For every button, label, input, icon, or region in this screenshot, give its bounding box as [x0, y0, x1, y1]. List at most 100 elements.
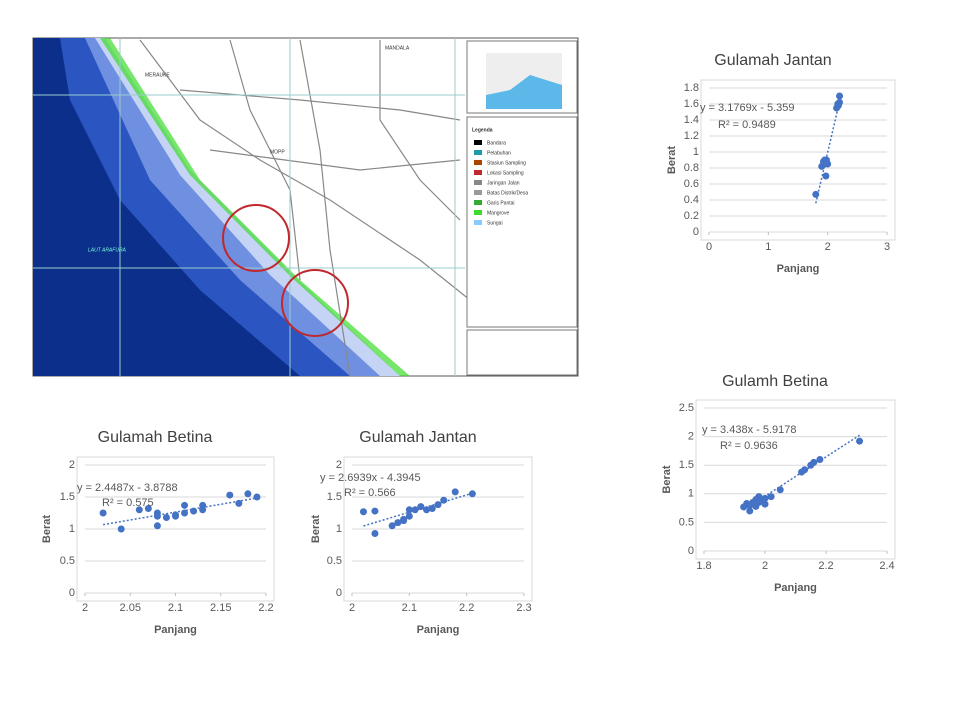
y-tick-label: 2: [688, 431, 694, 443]
y-axis-label: Berat: [666, 146, 678, 174]
x-axis-label: Panjang: [417, 624, 460, 636]
y-tick-label: 2: [336, 459, 342, 471]
data-point: [824, 160, 832, 168]
data-point: [400, 515, 408, 523]
data-point: [394, 519, 402, 527]
legend-swatch: [474, 150, 482, 155]
legend-swatch: [474, 190, 482, 195]
y-axis-label: Berat: [310, 515, 322, 543]
plot-frame: [76, 456, 275, 602]
data-point: [190, 507, 198, 515]
legend-title: Legenda: [472, 127, 493, 133]
trendline-equation: y = 2.6939x - 4.3945: [320, 472, 421, 484]
data-point: [746, 507, 754, 515]
map-label: MOPP: [270, 149, 285, 155]
data-point: [199, 501, 207, 509]
mangrove: [100, 38, 410, 376]
data-point: [761, 494, 769, 502]
sampling-circle: [281, 269, 349, 337]
data-point: [226, 491, 234, 499]
data-point: [428, 505, 436, 513]
data-point: [253, 493, 261, 501]
x-tick-label: 2.15: [210, 602, 231, 614]
y-tick-label: 1.4: [684, 114, 699, 126]
trendline-equation: y = 3.1769x - 5.359: [700, 102, 794, 114]
legend-label: Garis Pantai: [487, 200, 515, 206]
x-tick-label: 2: [82, 602, 88, 614]
x-tick-label: 3: [884, 241, 890, 253]
y-tick-label: 0.6: [684, 178, 699, 190]
map-label: MERAUKE: [145, 72, 170, 78]
data-point: [153, 522, 161, 530]
y-tick-label: 0.4: [684, 194, 699, 206]
trendline-equation: y = 3.438x - 5.9178: [702, 424, 796, 436]
data-point: [423, 506, 431, 514]
y-axis-label: Berat: [41, 515, 53, 543]
x-tick-label: 2: [349, 602, 355, 614]
data-point: [468, 490, 476, 498]
data-point: [816, 455, 824, 463]
data-point: [388, 522, 396, 530]
data-point: [411, 506, 419, 514]
data-point: [162, 513, 170, 521]
x-axis-label: Panjang: [154, 624, 197, 636]
y-tick-label: 0.2: [684, 210, 699, 222]
legend-label: Pelabuhan: [487, 150, 511, 156]
data-point: [181, 501, 189, 509]
y-tick-label: 0: [336, 587, 342, 599]
y-tick-label: 1.5: [679, 459, 694, 471]
data-point: [812, 190, 820, 198]
trendline-equation: y = 2.4487x - 3.8788: [77, 482, 178, 494]
y-tick-label: 0: [693, 226, 699, 238]
x-tick-label: 1.8: [696, 560, 711, 572]
x-tick-label: 1: [765, 241, 771, 253]
sampling-circle: [222, 204, 290, 272]
legend-label: Stasiun Sampling: [487, 160, 526, 166]
legend-label: Jaringan Jalan: [487, 180, 520, 186]
data-point: [836, 92, 844, 100]
r-squared: R² = 0.575: [102, 497, 154, 509]
x-tick-label: 2.1: [402, 602, 417, 614]
r-squared: R² = 0.9489: [718, 119, 776, 131]
x-tick-label: 2.4: [879, 560, 894, 572]
data-point: [776, 486, 784, 494]
y-tick-label: 1: [69, 523, 75, 535]
data-point: [181, 509, 189, 517]
data-point: [244, 490, 252, 498]
y-tick-label: 1.6: [684, 98, 699, 110]
y-tick-label: 1: [688, 488, 694, 500]
y-tick-label: 1.5: [327, 491, 342, 503]
y-tick-label: 0: [69, 587, 75, 599]
legend-label: Sungai: [487, 220, 503, 226]
y-tick-label: 0.8: [684, 162, 699, 174]
legend-swatch: [474, 180, 482, 185]
x-tick-label: 2.3: [516, 602, 531, 614]
legend-swatch: [474, 170, 482, 175]
chart-title: Gulamah Jantan: [714, 52, 831, 69]
data-point: [440, 496, 448, 504]
y-tick-label: 0.5: [60, 555, 75, 567]
y-tick-label: 1: [336, 523, 342, 535]
y-tick-label: 1.8: [684, 82, 699, 94]
y-tick-label: 2.5: [679, 402, 694, 414]
data-point: [371, 507, 379, 515]
data-point: [434, 501, 442, 509]
legend-label: Batas Distrik/Desa: [487, 190, 528, 196]
x-tick-label: 0: [706, 241, 712, 253]
data-point: [810, 458, 818, 466]
legend-swatch: [474, 210, 482, 215]
data-point: [856, 437, 864, 445]
legend-label: Mangrove: [487, 210, 509, 216]
data-point: [235, 499, 243, 507]
legend-swatch: [474, 140, 482, 145]
x-tick-label: 2: [825, 241, 831, 253]
data-point: [451, 488, 459, 496]
data-point: [99, 509, 107, 517]
trendline: [815, 101, 841, 204]
x-tick-label: 2.05: [120, 602, 141, 614]
data-point: [117, 525, 125, 533]
legend-swatch: [474, 160, 482, 165]
chart-title: Gulamah Betina: [98, 429, 213, 446]
data-point: [359, 508, 367, 516]
